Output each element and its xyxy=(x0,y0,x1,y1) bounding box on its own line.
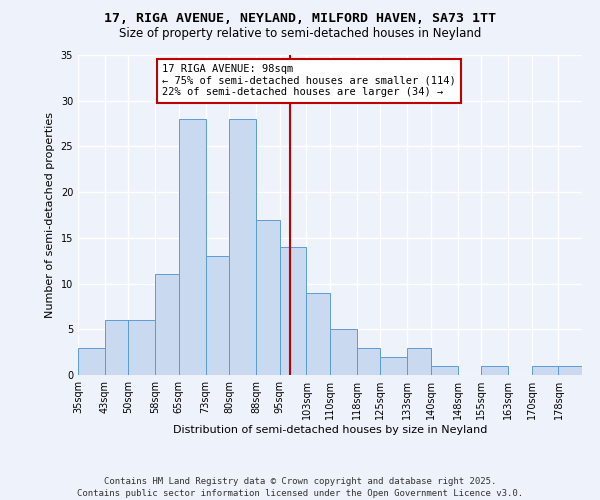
Y-axis label: Number of semi-detached properties: Number of semi-detached properties xyxy=(45,112,55,318)
Bar xyxy=(280,247,307,375)
Bar xyxy=(256,220,280,375)
Bar xyxy=(206,256,229,375)
Bar xyxy=(78,348,105,375)
Bar xyxy=(105,320,128,375)
Text: 17 RIGA AVENUE: 98sqm
← 75% of semi-detached houses are smaller (114)
22% of sem: 17 RIGA AVENUE: 98sqm ← 75% of semi-deta… xyxy=(162,64,456,98)
Text: Contains HM Land Registry data © Crown copyright and database right 2025.
Contai: Contains HM Land Registry data © Crown c… xyxy=(77,476,523,498)
Bar xyxy=(128,320,155,375)
Bar xyxy=(357,348,380,375)
Bar xyxy=(481,366,508,375)
Bar xyxy=(431,366,458,375)
Bar xyxy=(307,292,330,375)
Bar xyxy=(532,366,559,375)
Text: Size of property relative to semi-detached houses in Neyland: Size of property relative to semi-detach… xyxy=(119,28,481,40)
Bar xyxy=(229,119,256,375)
Bar xyxy=(330,330,357,375)
Bar xyxy=(179,119,206,375)
Bar xyxy=(155,274,179,375)
Bar xyxy=(380,356,407,375)
Bar xyxy=(407,348,431,375)
Bar xyxy=(559,366,582,375)
Text: 17, RIGA AVENUE, NEYLAND, MILFORD HAVEN, SA73 1TT: 17, RIGA AVENUE, NEYLAND, MILFORD HAVEN,… xyxy=(104,12,496,26)
X-axis label: Distribution of semi-detached houses by size in Neyland: Distribution of semi-detached houses by … xyxy=(173,425,487,435)
